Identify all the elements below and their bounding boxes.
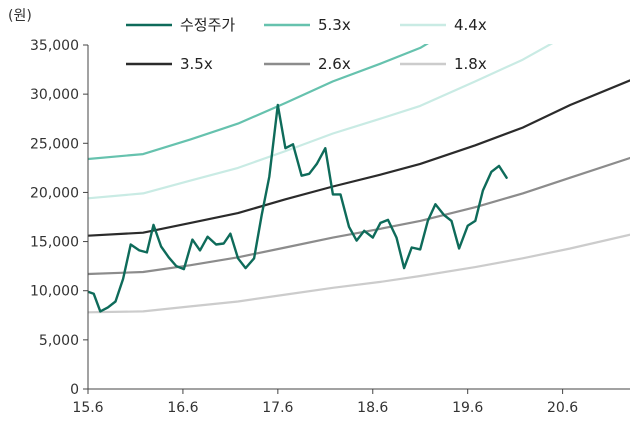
legend-label: 3.5x [180, 55, 213, 73]
legend-item-2: 4.4x [400, 16, 487, 34]
series-line-3 [88, 79, 630, 237]
x-tick-label: 20.6 [547, 400, 578, 416]
axes: 0 5,000 10,000 15,000 20,000 25,000 30,000 35,0… [30, 38, 630, 416]
x-tick-label: 17.6 [262, 400, 293, 416]
y-tick-label: 5,000 [39, 333, 79, 349]
y-tick-label: 20,000 [30, 185, 79, 201]
legend-item-4: 2.6x [264, 55, 351, 73]
legend: 수정주가 5.3x 4.4x 3.5x 2.6x 1.8x [126, 16, 487, 73]
x-tick-label: 15.6 [72, 400, 103, 416]
legend-label: 5.3x [318, 16, 351, 34]
y-tick-label: 15,000 [30, 235, 79, 251]
series-line-1 [88, 44, 429, 161]
legend-item-1: 5.3x [264, 16, 351, 34]
legend-item-3: 3.5x [126, 55, 213, 73]
legend-label: 수정주가 [180, 16, 235, 34]
x-tick-label: 18.6 [357, 400, 388, 416]
x-tick-label: 16.6 [167, 400, 198, 416]
y-tick-label: 25,000 [30, 136, 79, 152]
series-line-5 [88, 233, 630, 314]
legend-label: 4.4x [454, 16, 487, 34]
legend-item-0: 수정주가 [126, 16, 235, 34]
series-line-4 [88, 156, 630, 276]
legend-label: 1.8x [454, 55, 487, 73]
y-unit-label: (원) [8, 8, 32, 24]
plot-area [88, 44, 630, 314]
series-line-0 [88, 103, 508, 313]
y-tick-label: 30,000 [30, 87, 79, 103]
y-tick-label: 0 [70, 382, 79, 398]
y-tick-label: 10,000 [30, 284, 79, 300]
legend-label: 2.6x [318, 55, 351, 73]
series-line-2 [88, 44, 554, 200]
y-tick-label: 35,000 [30, 38, 79, 54]
legend-item-5: 1.8x [400, 55, 487, 73]
x-tick-label: 19.6 [452, 400, 483, 416]
